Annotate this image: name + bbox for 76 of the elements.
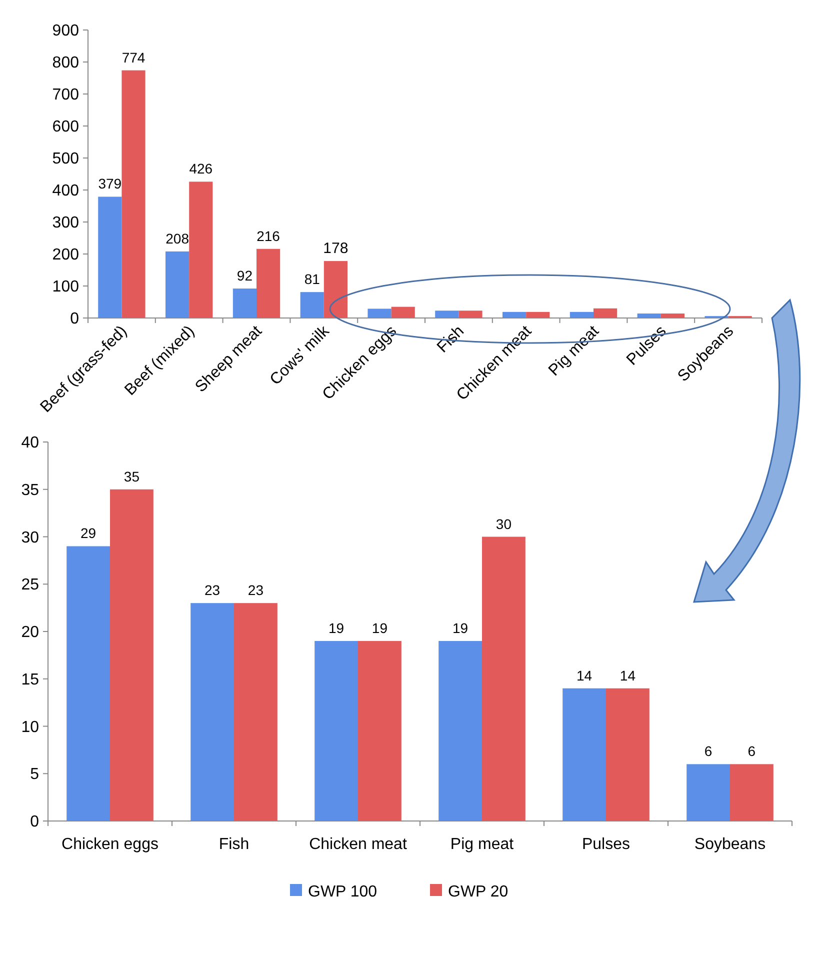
- data-label: 6: [704, 743, 712, 760]
- x-tick-label: Fish: [218, 836, 250, 853]
- bar: [562, 688, 606, 821]
- data-label: 30: [496, 516, 512, 532]
- data-label: 14: [620, 667, 636, 684]
- bar: [368, 308, 392, 318]
- data-label: 426: [189, 160, 213, 177]
- data-label: 208: [166, 230, 190, 246]
- x-tick-label: Fish: [434, 322, 468, 356]
- bar: [435, 310, 459, 318]
- bar: [190, 603, 234, 821]
- y-tick-label: 300: [52, 214, 80, 232]
- data-label: 774: [122, 49, 146, 66]
- bar: [482, 536, 526, 821]
- y-tick-label: 15: [21, 671, 40, 688]
- bar: [458, 310, 482, 318]
- legend-label: GWP 20: [448, 884, 508, 901]
- bar: [234, 603, 278, 821]
- data-label: 379: [98, 176, 122, 192]
- bar: [391, 306, 415, 318]
- data-label: 29: [80, 525, 96, 542]
- y-tick-label: 40: [21, 434, 40, 452]
- bar: [189, 182, 213, 318]
- bar: [730, 764, 774, 821]
- y-tick-label: 500: [52, 150, 80, 168]
- y-tick-label: 800: [52, 54, 80, 72]
- bar: [66, 546, 110, 821]
- y-tick-label: 0: [70, 310, 80, 328]
- data-label: 92: [236, 268, 253, 284]
- data-label: 216: [256, 228, 280, 244]
- bar: [300, 292, 324, 318]
- y-tick-label: 35: [21, 482, 40, 499]
- y-tick-label: 200: [52, 246, 80, 264]
- bar: [232, 288, 256, 318]
- bar: [358, 640, 402, 821]
- data-label: 19: [452, 620, 468, 636]
- y-tick-label: 100: [52, 278, 80, 296]
- y-tick-label: 30: [21, 529, 40, 546]
- data-label: 6: [748, 743, 756, 760]
- bar: [98, 196, 122, 318]
- x-tick-label: Pulses: [582, 836, 630, 853]
- x-tick-label: Soybeans: [694, 836, 766, 853]
- y-tick-label: 400: [52, 182, 80, 200]
- data-label: 19: [372, 620, 388, 636]
- y-tick-label: 700: [52, 86, 80, 104]
- data-label: 14: [576, 667, 592, 684]
- data-label: 23: [204, 582, 220, 598]
- data-label: 81: [304, 271, 320, 288]
- bar: [594, 308, 618, 318]
- bar: [606, 688, 650, 821]
- bar: [256, 248, 280, 318]
- x-tick-label: Chicken eggs: [62, 836, 158, 853]
- data-label: 178: [323, 240, 348, 258]
- bar: [570, 312, 594, 318]
- legend-label: GWP 100: [308, 884, 378, 901]
- bar: [502, 312, 526, 318]
- bar: [438, 640, 482, 821]
- y-tick-label: 600: [52, 118, 80, 136]
- bar: [686, 764, 730, 821]
- bar: [166, 251, 190, 318]
- y-tick-label: 20: [21, 624, 40, 642]
- x-tick-label: Pig meat: [450, 836, 514, 853]
- data-label: 23: [248, 582, 264, 598]
- data-label: 19: [328, 620, 344, 636]
- bar: [110, 489, 154, 821]
- y-tick-label: 0: [30, 814, 40, 831]
- bar: [324, 261, 348, 318]
- y-tick-label: 5: [30, 766, 40, 784]
- bar: [122, 70, 146, 318]
- y-tick-label: 10: [21, 718, 40, 736]
- bar: [314, 640, 358, 821]
- data-label: 35: [124, 468, 140, 484]
- y-tick-label: 900: [52, 22, 80, 40]
- bar: [526, 312, 550, 318]
- y-tick-label: 25: [21, 576, 40, 594]
- x-tick-label: Chicken meat: [309, 836, 408, 853]
